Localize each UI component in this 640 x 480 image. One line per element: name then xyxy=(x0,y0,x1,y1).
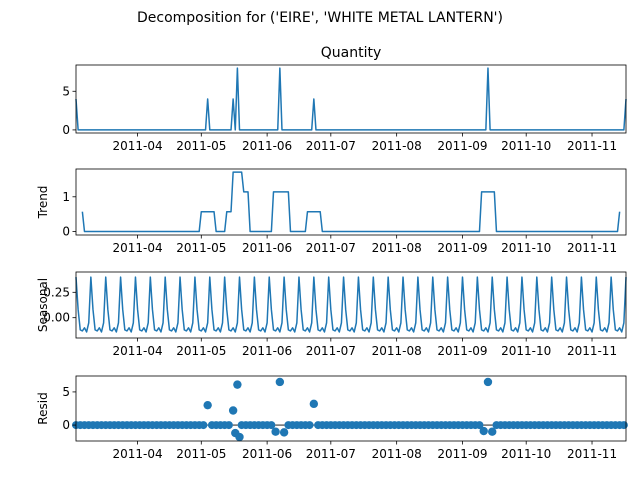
y-tick-label: 0 xyxy=(62,225,70,239)
y-tick-label: 0.25 xyxy=(43,285,70,299)
x-tick-label: 2011-07 xyxy=(306,139,356,153)
x-tick-label: 2011-06 xyxy=(242,447,292,461)
x-tick-label: 2011-09 xyxy=(437,139,487,153)
figure-title: Decomposition for ('EIRE', 'WHITE METAL … xyxy=(137,10,503,26)
y-tick-label: 1 xyxy=(62,190,70,204)
panels: Quantity 0 5 2011-04 2011-05 2011-06 2011-07 20… xyxy=(36,45,628,461)
x-tick-label: 2011-07 xyxy=(306,344,356,358)
x-tick-label: 2011-11 xyxy=(567,139,617,153)
y-tick-label: 0 xyxy=(62,418,70,432)
x-tick-label: 2011-07 xyxy=(306,447,356,461)
resid-point xyxy=(271,427,280,436)
x-tick-label: 2011-04 xyxy=(113,139,163,153)
panel-trend: 0 1 Trend 2011-04 2011-05 2011-06 2011-07 2011-… xyxy=(36,168,627,255)
x-tick-label: 2011-06 xyxy=(242,241,292,255)
resid-point xyxy=(305,421,314,430)
x-tick-label: 2011-08 xyxy=(372,344,422,358)
x-tick-label: 2011-11 xyxy=(567,241,617,255)
panel-observed: Quantity 0 5 2011-04 2011-05 2011-06 2011-07 20… xyxy=(62,45,627,153)
x-tick-label: 2011-07 xyxy=(306,241,356,255)
x-tick-label: 2011-04 xyxy=(113,344,163,358)
x-tick-label: 2011-05 xyxy=(176,139,226,153)
resid-point xyxy=(275,377,285,387)
axes-frame xyxy=(75,271,627,339)
resid-point xyxy=(235,432,244,442)
y-tick-label: 0 xyxy=(62,123,70,137)
x-tick-label: 2011-10 xyxy=(501,241,551,255)
resid-point xyxy=(199,421,208,430)
x-tick-label: 2011-11 xyxy=(567,447,617,461)
x-tick-label: 2011-09 xyxy=(437,241,487,255)
observed-series-line xyxy=(75,67,627,131)
x-tick-label: 2011-08 xyxy=(372,447,422,461)
panel-resid: 0 5 Resid 2011-04 2011-05 2011-06 2011-07 2011-… xyxy=(36,375,628,461)
trend-series-line xyxy=(81,171,621,233)
x-tick-label: 2011-04 xyxy=(113,241,163,255)
resid-point xyxy=(279,428,289,437)
x-tick-label: 2011-06 xyxy=(242,344,292,358)
y-tick-label: 5 xyxy=(62,84,70,98)
resid-point xyxy=(309,399,319,409)
x-tick-label: 2011-09 xyxy=(437,344,487,358)
resid-point xyxy=(483,377,493,387)
resid-point xyxy=(479,426,488,436)
y-axis-label: Trend xyxy=(36,186,50,220)
x-tick-label: 2011-05 xyxy=(176,447,226,461)
y-axis-label: Resid xyxy=(36,392,50,424)
seasonal-series-line xyxy=(75,276,627,333)
x-tick-label: 2011-10 xyxy=(501,447,551,461)
resid-point xyxy=(233,380,242,389)
x-tick-label: 2011-09 xyxy=(437,447,487,461)
x-tick-label: 2011-06 xyxy=(242,139,292,153)
resid-point xyxy=(224,421,233,430)
axes-frame xyxy=(75,168,627,236)
x-tick-label: 2011-05 xyxy=(176,344,226,358)
panel-title: Quantity xyxy=(321,45,382,61)
x-tick-label: 2011-11 xyxy=(567,344,617,358)
x-tick-label: 2011-08 xyxy=(372,241,422,255)
y-axis-label: Seasonal xyxy=(36,278,50,332)
resid-point xyxy=(475,421,484,430)
x-tick-label: 2011-05 xyxy=(176,241,226,255)
resid-point xyxy=(228,406,238,415)
y-tick-label: 5 xyxy=(62,385,70,399)
y-tick-label: 0.00 xyxy=(43,311,70,325)
x-tick-label: 2011-10 xyxy=(501,344,551,358)
axes-frame xyxy=(75,375,627,442)
x-tick-label: 2011-04 xyxy=(113,447,163,461)
x-tick-label: 2011-10 xyxy=(501,139,551,153)
resid-point xyxy=(619,421,628,430)
axes-frame xyxy=(75,64,627,134)
resid-point xyxy=(267,421,276,430)
resid-point xyxy=(203,400,212,410)
x-tick-label: 2011-08 xyxy=(372,139,422,153)
resid-point xyxy=(488,427,497,436)
